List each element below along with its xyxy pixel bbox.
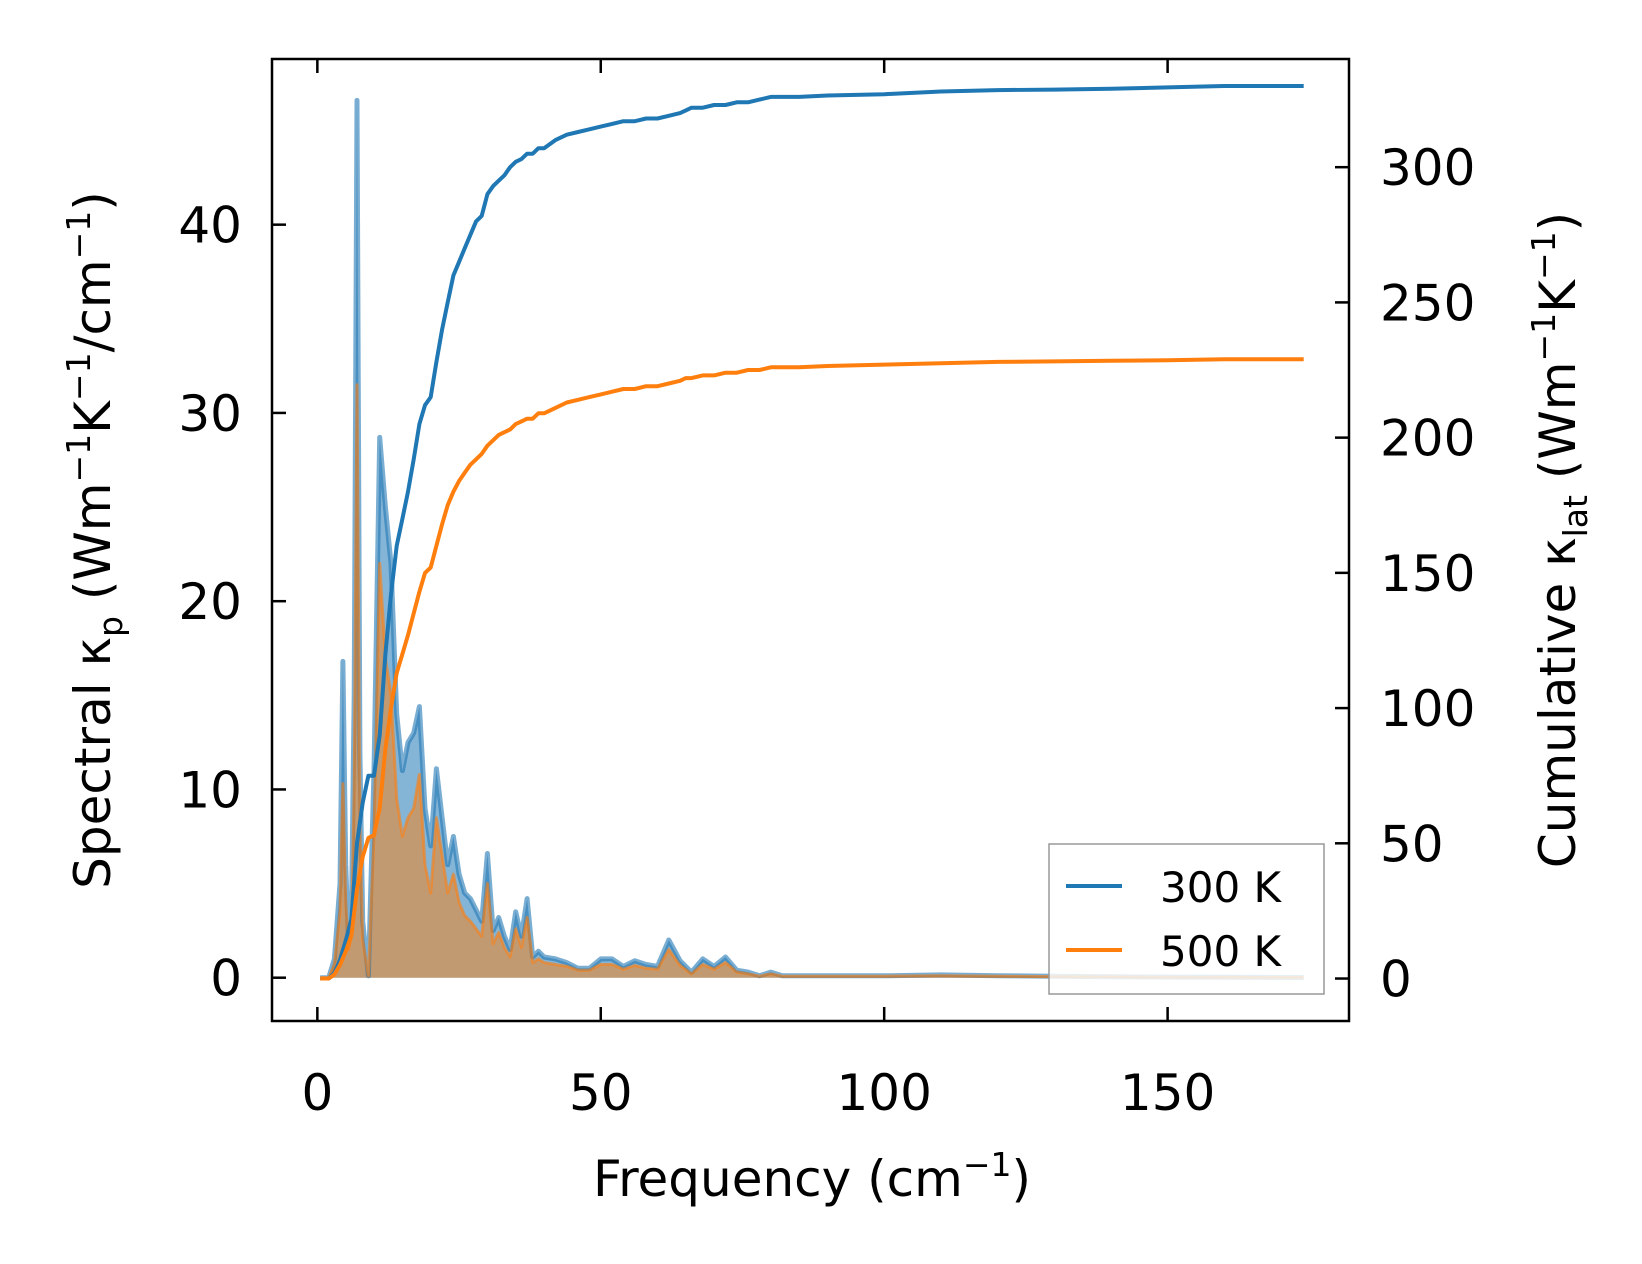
right-y-tick-label: 300 — [1380, 139, 1475, 197]
right-y-tick-label: 0 — [1380, 951, 1412, 1009]
cumulative-line-300K — [320, 84, 1304, 981]
x-tick-label: 0 — [301, 1064, 333, 1122]
cumulative-line-500K — [320, 357, 1304, 981]
right-y-tick-label: 50 — [1380, 815, 1444, 873]
legend-box — [1048, 843, 1325, 995]
right-y-tick-label: 150 — [1380, 545, 1475, 603]
left-y-tick-label: 30 — [178, 385, 242, 443]
left-y-tick-label: 0 — [210, 950, 242, 1008]
plot-frame — [270, 57, 1351, 1023]
x-tick-label: 50 — [569, 1064, 633, 1122]
right-y-tick-label: 200 — [1380, 410, 1475, 468]
right-y-tick-label: 250 — [1380, 274, 1475, 332]
x-tick-label: 150 — [1120, 1064, 1215, 1122]
spectral-line-500K — [320, 383, 1304, 980]
left-y-tick-label: 20 — [178, 573, 242, 631]
right-y-tick-label: 100 — [1380, 680, 1475, 738]
right-axis-title: Cumulative κlat (Wm−1K−1) — [1524, 212, 1595, 868]
left-axis-ticks: 0 10 20 30 40 — [178, 197, 286, 1008]
right-axis-ticks: 0 50 100 150 200 250 300 — [1335, 139, 1475, 1009]
legend: 300 K 500 K — [1048, 843, 1325, 995]
left-y-tick-label: 40 — [178, 197, 242, 255]
legend-label-500K: 500 K — [1160, 927, 1283, 976]
spectral-fill-500K — [320, 384, 1304, 978]
left-axis-title: Spectral κp (Wm−1K−1/cm−1) — [59, 191, 130, 889]
legend-label-300K: 300 K — [1160, 863, 1283, 912]
x-tick-label: 100 — [836, 1064, 931, 1122]
x-axis-ticks: 0 50 100 150 — [301, 59, 1215, 1122]
x-axis-title: Frequency (cm−1) — [593, 1145, 1031, 1208]
left-y-tick-label: 10 — [178, 761, 242, 819]
